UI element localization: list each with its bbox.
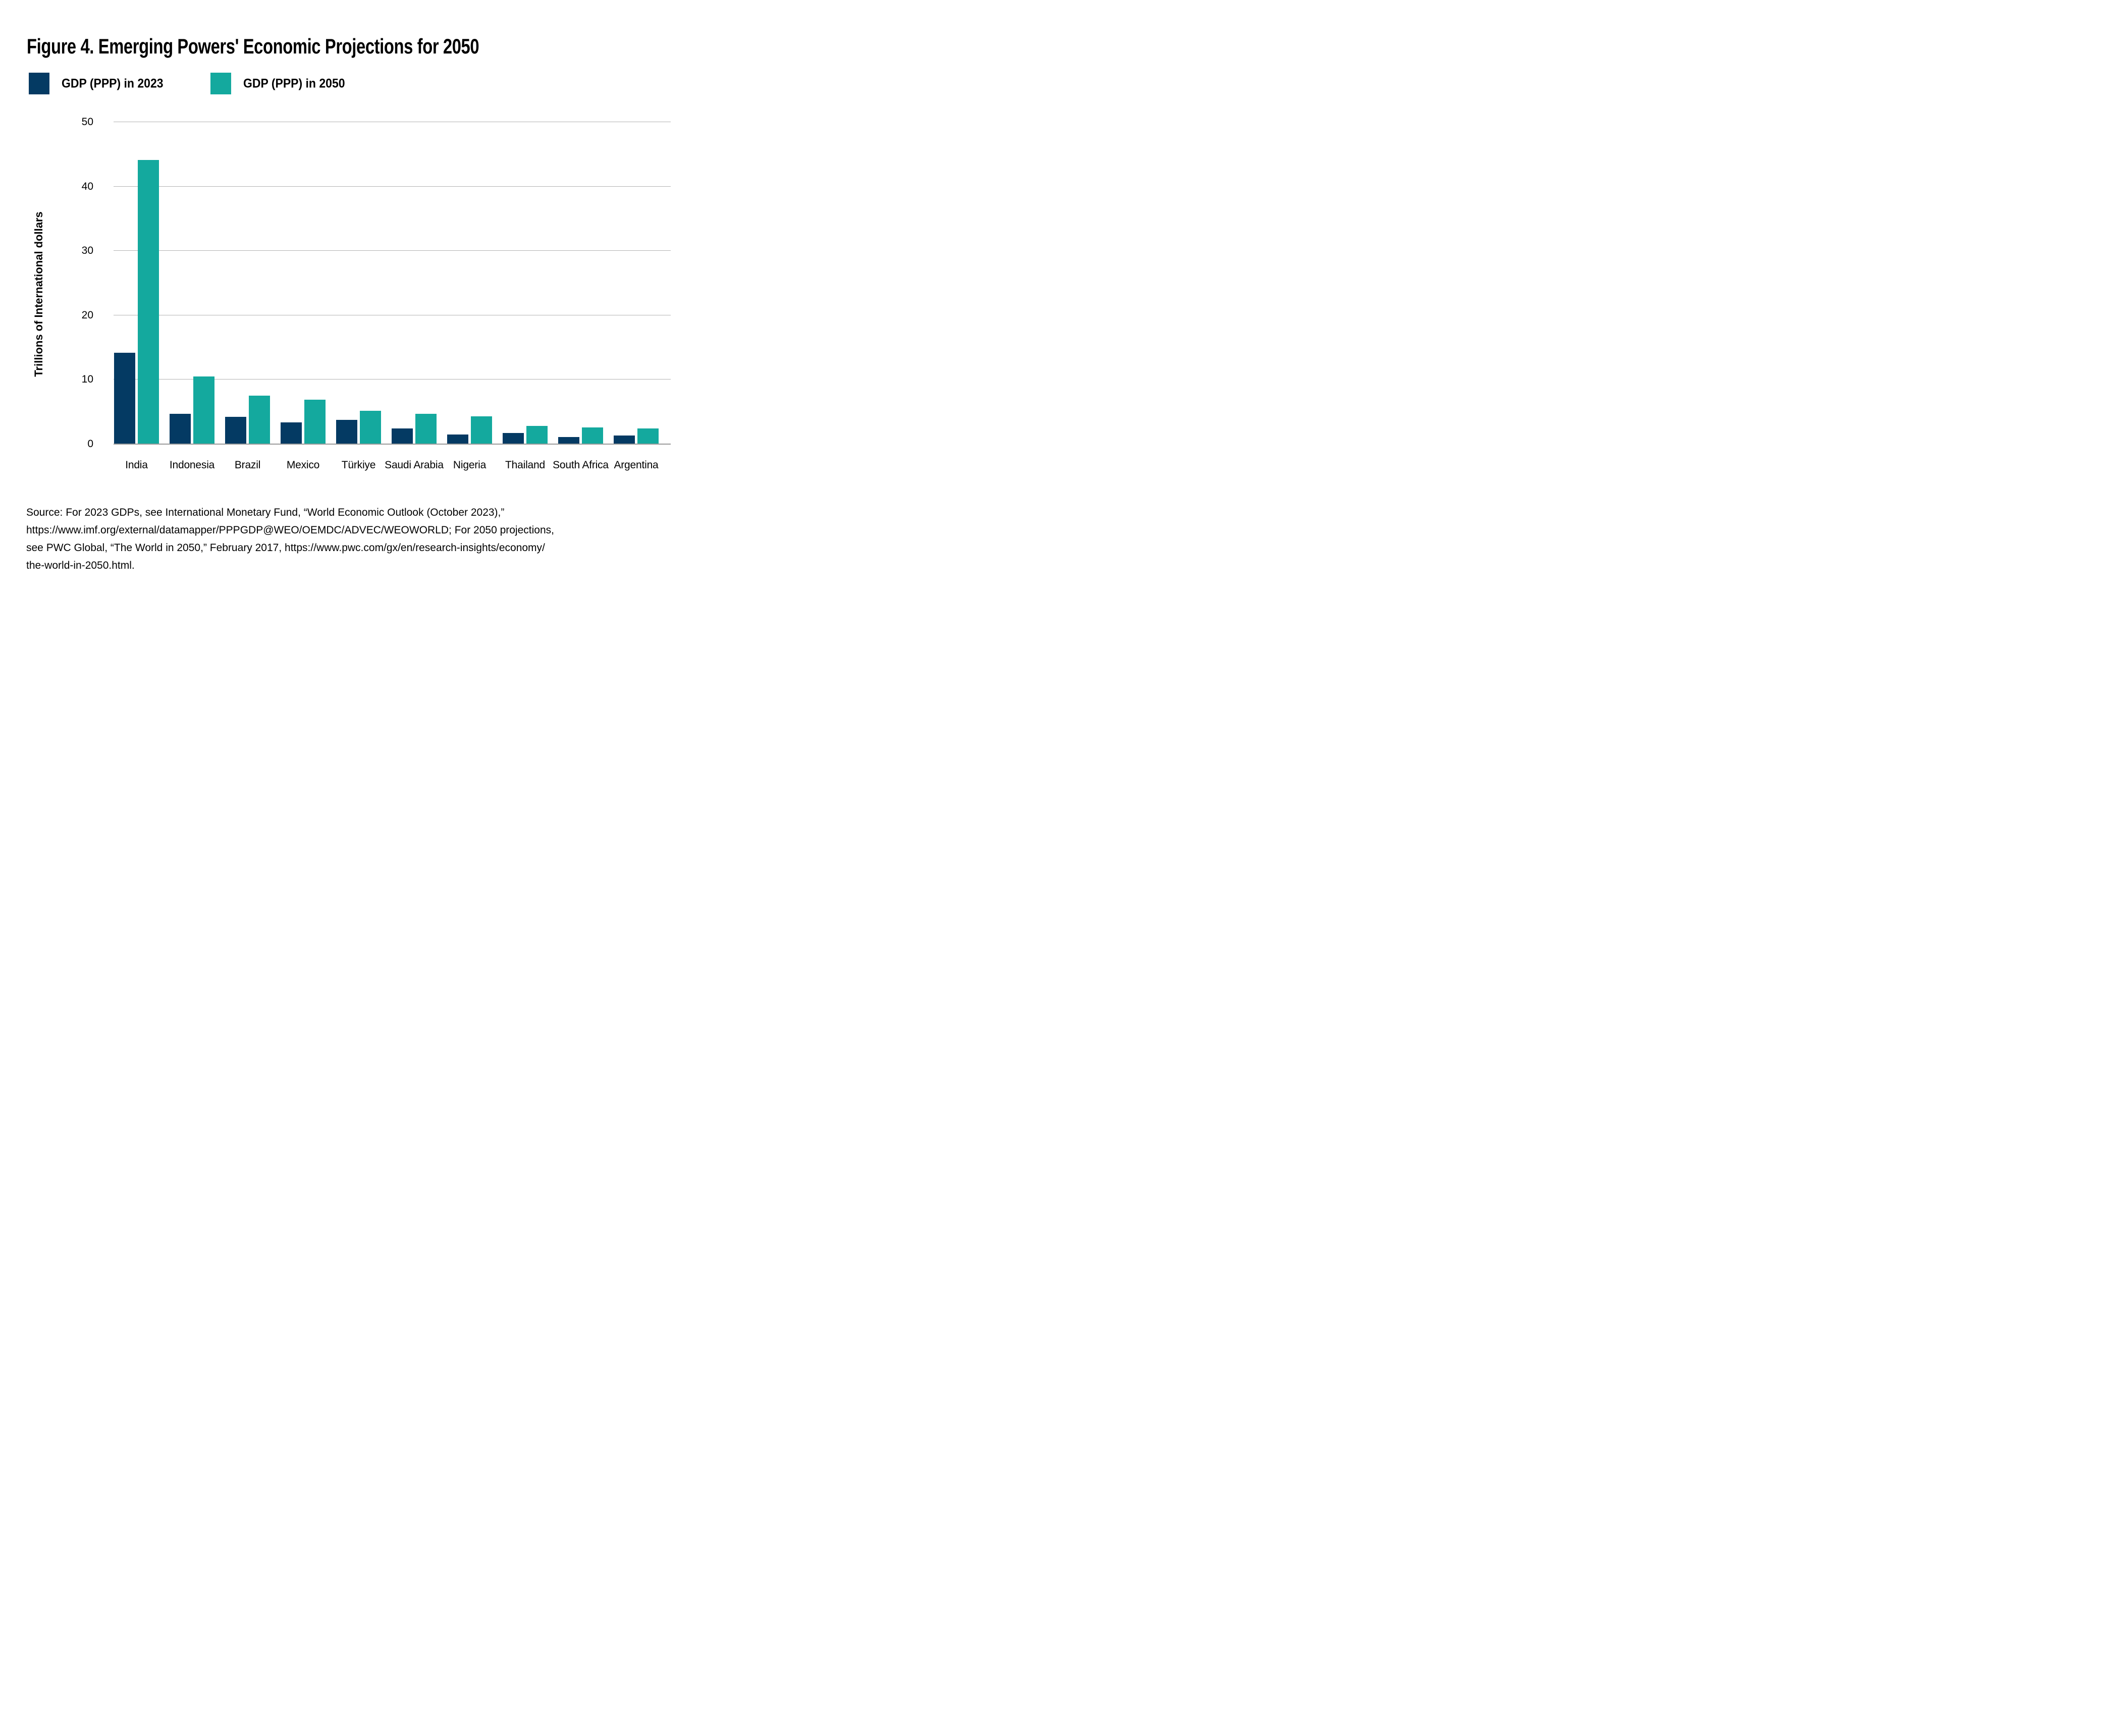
x-axis-label-türkiye: Türkiye bbox=[341, 459, 376, 471]
x-axis-label-saudi-arabia: Saudi Arabia bbox=[385, 459, 444, 471]
bar-saudi-arabia-2050 bbox=[415, 414, 437, 444]
x-axis-label-indonesia: Indonesia bbox=[169, 459, 215, 471]
bar-group-brazil: Brazil bbox=[225, 122, 270, 471]
bar-group-thailand: Thailand bbox=[503, 122, 548, 471]
bar-türkiye-2050 bbox=[360, 410, 381, 444]
bar-nigeria-2023 bbox=[447, 434, 468, 444]
y-tick-label-30: 30 bbox=[81, 245, 93, 257]
legend-label-2050: GDP (PPP) in 2050 bbox=[243, 76, 345, 90]
bar-south-africa-2050 bbox=[582, 427, 603, 444]
bar-india-2023 bbox=[114, 352, 135, 444]
x-axis-label-thailand: Thailand bbox=[505, 459, 545, 471]
bar-thailand-2050 bbox=[526, 426, 548, 444]
y-tick-label-50: 50 bbox=[81, 116, 93, 128]
legend-swatch-2023 bbox=[29, 73, 49, 94]
legend-swatch-2050 bbox=[210, 73, 231, 94]
bar-south-africa-2023 bbox=[558, 437, 579, 444]
bar-group-india: India bbox=[114, 122, 159, 471]
bar-argentina-2050 bbox=[637, 428, 659, 444]
x-axis-label-south-africa: South Africa bbox=[553, 459, 609, 471]
bar-argentina-2023 bbox=[614, 436, 635, 444]
y-tick-label-0: 0 bbox=[87, 438, 93, 450]
source-line-4: the-world-in-2050.html. bbox=[26, 560, 135, 571]
bar-group-indonesia: Indonesia bbox=[170, 122, 214, 471]
bar-group-south-africa: South Africa bbox=[553, 122, 609, 471]
bar-group-saudi-arabia: Saudi Arabia bbox=[385, 122, 444, 471]
gridline-40 bbox=[114, 186, 671, 187]
legend-label-2023: GDP (PPP) in 2023 bbox=[62, 76, 164, 90]
source-line-3: see PWC Global, “The World in 2050,” Feb… bbox=[26, 542, 545, 554]
figure-title: Figure 4. Emerging Powers' Economic Proj… bbox=[27, 34, 479, 58]
bar-indonesia-2050 bbox=[193, 376, 214, 444]
source-line-2: https://www.imf.org/external/datamapper/… bbox=[26, 524, 554, 536]
x-axis-baseline bbox=[114, 444, 671, 445]
y-axis-title: Trillions of International dollars bbox=[32, 211, 45, 377]
bar-brazil-2023 bbox=[225, 417, 246, 444]
x-axis-label-argentina: Argentina bbox=[614, 459, 659, 471]
figure-page: Figure 4. Emerging Powers' Economic Proj… bbox=[0, 0, 701, 579]
bar-brazil-2050 bbox=[249, 396, 270, 444]
bar-nigeria-2050 bbox=[471, 416, 492, 444]
bar-saudi-arabia-2023 bbox=[392, 428, 413, 444]
plot-area: India Indonesia Brazil Mexico Türkiye Saudi A… bbox=[114, 122, 671, 471]
x-axis-label-nigeria: Nigeria bbox=[453, 459, 487, 471]
bar-group-argentina: Argentina bbox=[614, 122, 659, 471]
bar-mexico-2023 bbox=[281, 422, 302, 444]
source-note: Source: For 2023 GDPs, see International… bbox=[26, 504, 554, 574]
chart-legend: GDP (PPP) in 2023 GDP (PPP) in 2050 bbox=[0, 73, 701, 94]
bar-türkiye-2023 bbox=[336, 419, 357, 444]
bar-group-nigeria: Nigeria bbox=[447, 122, 492, 471]
bar-mexico-2050 bbox=[304, 399, 326, 444]
x-axis-label-mexico: Mexico bbox=[286, 459, 320, 471]
y-tick-label-40: 40 bbox=[81, 180, 93, 192]
bar-india-2050 bbox=[138, 160, 159, 444]
source-line-1: Source: For 2023 GDPs, see International… bbox=[26, 507, 505, 518]
bar-group-türkiye: Türkiye bbox=[336, 122, 381, 471]
bar-group-mexico: Mexico bbox=[281, 122, 326, 471]
y-tick-label-10: 10 bbox=[81, 373, 93, 386]
gridline-30 bbox=[114, 250, 671, 251]
x-axis-label-india: India bbox=[125, 459, 148, 471]
x-axis-label-brazil: Brazil bbox=[234, 459, 261, 471]
bar-thailand-2023 bbox=[503, 433, 524, 444]
bar-indonesia-2023 bbox=[170, 414, 191, 444]
y-tick-label-20: 20 bbox=[81, 309, 93, 321]
